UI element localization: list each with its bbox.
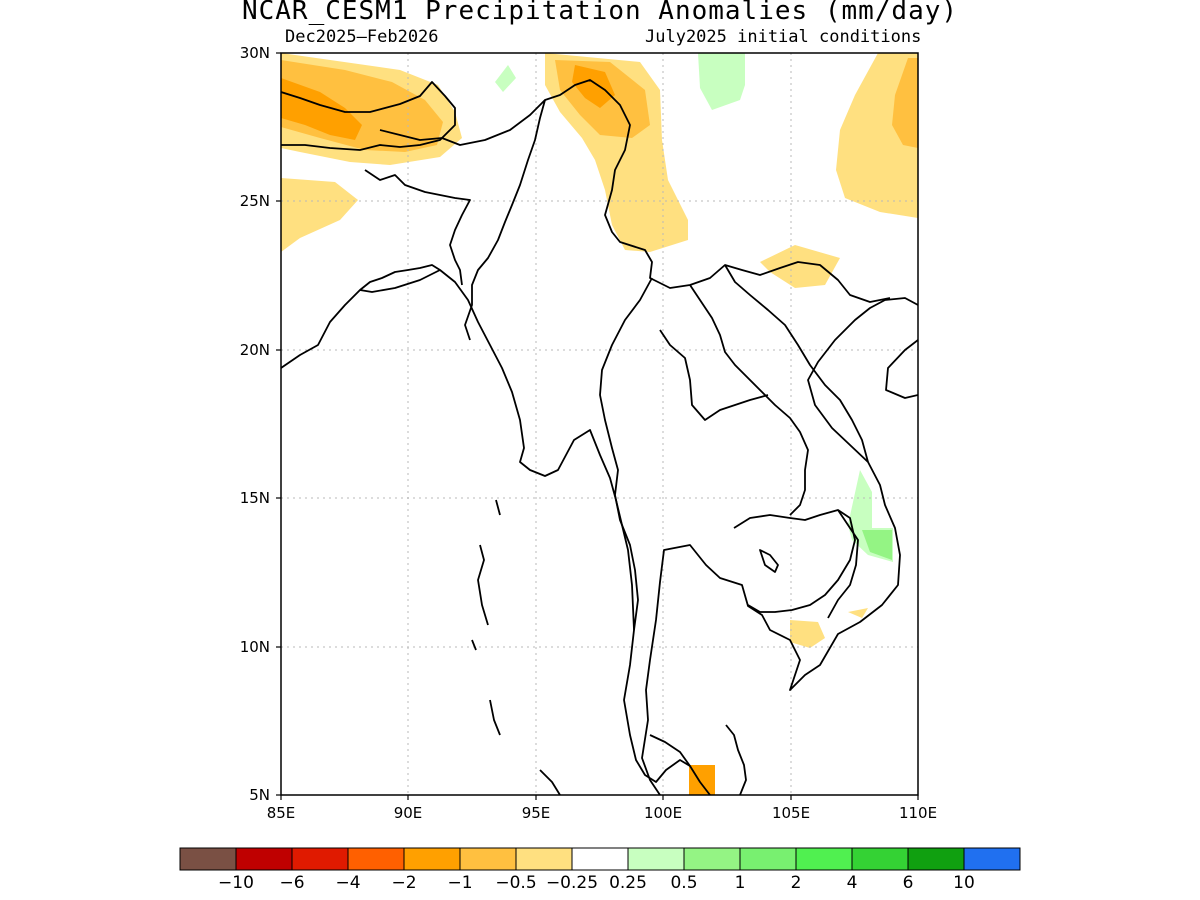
- border-thailand-laos-central: [659, 329, 769, 421]
- colorbar-swatch: [795, 847, 853, 871]
- map-frame: [280, 52, 919, 796]
- coastline-southeast: [885, 339, 918, 399]
- lake-tonle-sap: [759, 549, 779, 573]
- colorbar-label: −2: [391, 873, 416, 893]
- lon-label: 105E: [772, 804, 810, 822]
- border-laos-thailand: [689, 284, 809, 516]
- anomaly-region-n-strong: [572, 65, 615, 108]
- colorbar-label: 6: [903, 873, 914, 893]
- anomaly-region-malaya: [689, 765, 715, 795]
- anomaly-region-w: [281, 178, 358, 252]
- border-myanmar-india: [464, 99, 546, 341]
- lon-label: 90E: [394, 804, 423, 822]
- colorbar-swatch: [739, 847, 797, 871]
- anomaly-region-nw-strong: [281, 78, 362, 140]
- anomaly-region-ne-moderate: [892, 58, 918, 148]
- colorbar-swatch: [627, 847, 685, 871]
- colorbar-swatch: [907, 847, 965, 871]
- lon-label: 100E: [644, 804, 682, 822]
- colorbar-swatch: [851, 847, 909, 871]
- colorbar-label: 0.5: [670, 873, 697, 893]
- longitude-labels: 85E 90E 95E 100E 105E 110E: [267, 804, 937, 822]
- colorbar-label: −0.25: [546, 873, 598, 893]
- latitude-labels: 30N 25N 20N 15N 10N 5N: [240, 44, 270, 804]
- lon-label: 95E: [522, 804, 551, 822]
- coastline-mainland: [281, 269, 711, 795]
- colorbar: [179, 847, 1021, 871]
- colorbar-label: −4: [335, 873, 360, 893]
- colorbar-swatch: [347, 847, 405, 871]
- colorbar-swatch: [235, 847, 293, 871]
- lat-label: 25N: [240, 192, 270, 210]
- lon-label: 85E: [267, 804, 296, 822]
- lat-label: 15N: [240, 489, 270, 507]
- colorbar-label: 0.25: [609, 873, 647, 893]
- map-title: NCAR_CESM1 Precipitation Anomalies (mm/d…: [241, 0, 959, 26]
- border-thailand-cambodia: [733, 509, 856, 613]
- colorbar-label: 2: [791, 873, 802, 893]
- colorbar-swatch: [291, 847, 349, 871]
- colorbar-label: 4: [847, 873, 858, 893]
- colorbar-label: −6: [279, 873, 304, 893]
- border-cambodia-vietnam: [827, 509, 859, 619]
- colorbar-swatch: [683, 847, 741, 871]
- colorbar-swatch: [403, 847, 461, 871]
- lat-label: 20N: [240, 341, 270, 359]
- wet-region-north: [698, 53, 745, 110]
- coastline-andaman-islands: [471, 499, 501, 736]
- colorbar-label: 1: [735, 873, 746, 893]
- colorbar-swatch: [459, 847, 517, 871]
- coastline-bay-of-bengal-delta: [359, 264, 441, 291]
- lon-label: 110E: [899, 804, 937, 822]
- border-myanmar-thailand: [599, 277, 653, 631]
- coastline-gulf-of-thailand: [641, 297, 918, 795]
- anomaly-shading: [281, 53, 918, 795]
- colorbar-swatch: [179, 847, 237, 871]
- coastline-malay-peninsula: [539, 724, 747, 795]
- colorbar-labels: −10 −6 −4 −2 −1 −0.5 −0.25 0.25 0.5 1 2 4 6 10: [218, 873, 975, 893]
- anomaly-region-mekong-east: [848, 608, 868, 618]
- colorbar-swatch: [963, 847, 1021, 871]
- axis-ticks: [276, 52, 919, 800]
- colorbar-swatch: [515, 847, 573, 871]
- gridlines: [281, 53, 918, 795]
- initial-conditions: July2025 initial conditions: [645, 27, 922, 47]
- border-laos-vietnam: [724, 264, 869, 463]
- colorbar-label: −0.5: [495, 873, 536, 893]
- border-thailand-malaysia: [649, 734, 691, 767]
- forecast-period: Dec2025–Feb2026: [285, 27, 439, 47]
- colorbar-label: −1: [447, 873, 472, 893]
- colorbar-label: −10: [218, 873, 254, 893]
- anomaly-region-mekong: [790, 620, 825, 648]
- border-nepal-tibet: [281, 81, 456, 151]
- lat-label: 5N: [249, 786, 270, 804]
- anomaly-region-central-east: [760, 245, 840, 288]
- lat-label: 10N: [240, 638, 270, 656]
- border-bhutan-india: [379, 79, 891, 303]
- colorbar-label: 10: [953, 873, 975, 893]
- lat-label: 30N: [240, 44, 270, 62]
- colorbar-swatch: [571, 847, 629, 871]
- wet-region-northwest: [495, 65, 516, 92]
- border-bangladesh: [364, 169, 471, 286]
- wet-region-vietnam-moderate: [862, 530, 892, 560]
- coastlines-borders: [281, 79, 918, 795]
